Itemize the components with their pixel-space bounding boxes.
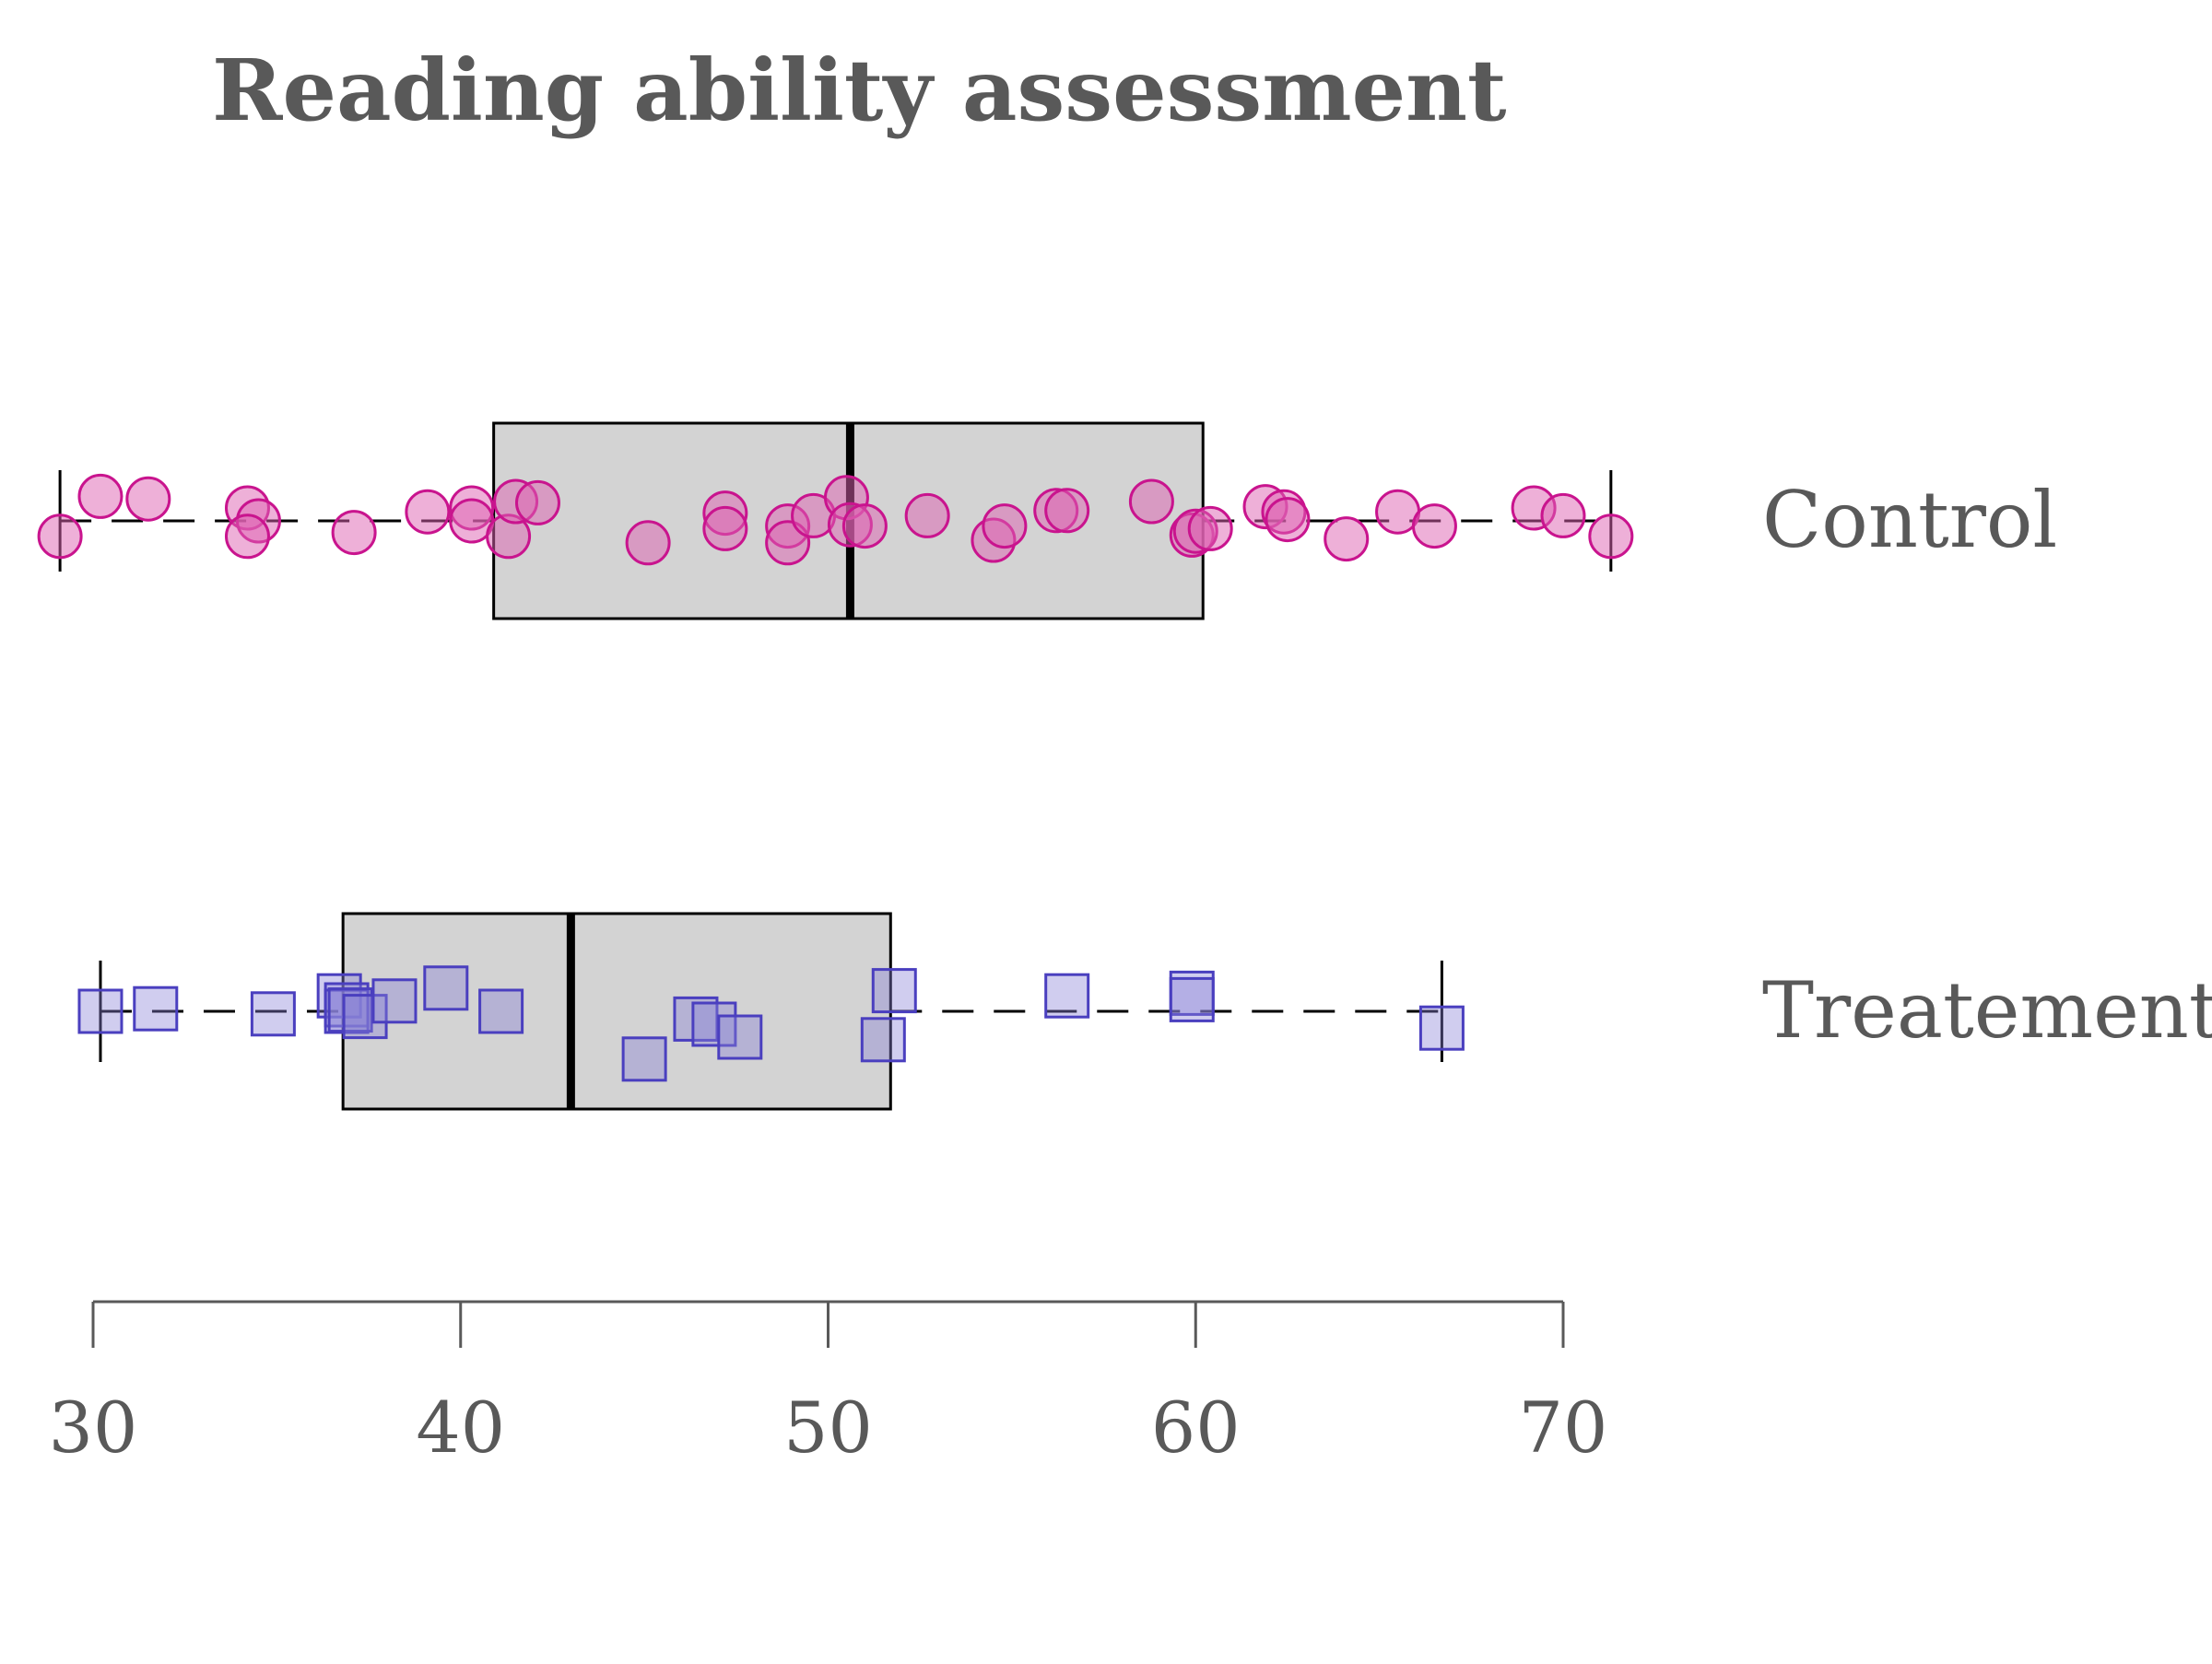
data-point: [691, 1001, 737, 1047]
data-point: [77, 473, 124, 519]
data-point: [250, 991, 296, 1037]
data-point: [514, 479, 560, 525]
data-point: [324, 988, 370, 1034]
data-point: [1044, 973, 1090, 1019]
group-control: Control: [37, 421, 2057, 620]
data-point: [673, 996, 719, 1042]
data-point: [37, 513, 83, 560]
data-point: [77, 988, 124, 1034]
data-point: [423, 965, 469, 1011]
data-point: [125, 476, 171, 522]
data-point: [133, 985, 179, 1032]
data-point: [1187, 505, 1233, 551]
data-point: [1128, 478, 1174, 525]
data-point: [1324, 516, 1370, 562]
data-point: [1411, 503, 1457, 549]
group-label-control: Control: [1762, 475, 2057, 565]
data-point: [405, 489, 451, 535]
group-label-treatement: Treatement: [1762, 965, 2212, 1056]
data-point: [371, 978, 418, 1024]
data-point: [702, 505, 748, 551]
data-point: [478, 988, 524, 1034]
data-point: [625, 520, 671, 566]
x-tick-label: 40: [416, 1387, 505, 1469]
data-point: [982, 503, 1028, 549]
data-point: [860, 1017, 906, 1063]
iqr-box: [341, 912, 892, 1111]
boxes-layer: Control Treatement: [37, 421, 2212, 1111]
group-treatement: Treatement: [77, 912, 2212, 1111]
x-tick-label: 60: [1151, 1387, 1241, 1469]
data-point: [1169, 976, 1215, 1022]
data-point: [331, 510, 377, 556]
data-point: [717, 1014, 763, 1060]
x-tick-label: 50: [783, 1387, 873, 1469]
data-point: [1044, 488, 1090, 534]
data-point: [1588, 513, 1634, 560]
data-point: [841, 503, 888, 549]
data-point: [1418, 1005, 1465, 1051]
x-tick-label: 70: [1519, 1387, 1608, 1469]
data-point: [1540, 492, 1586, 538]
data-point: [871, 968, 917, 1014]
chart-title: Reading ability assessment: [212, 41, 1507, 140]
x-axis: 30 40 50 60 70: [49, 1300, 1608, 1469]
data-point: [224, 513, 270, 560]
data-point: [621, 1036, 667, 1082]
data-point: [904, 492, 950, 538]
data-point: [342, 994, 388, 1040]
x-tick-label: 30: [49, 1387, 138, 1469]
data-point: [1265, 497, 1311, 543]
